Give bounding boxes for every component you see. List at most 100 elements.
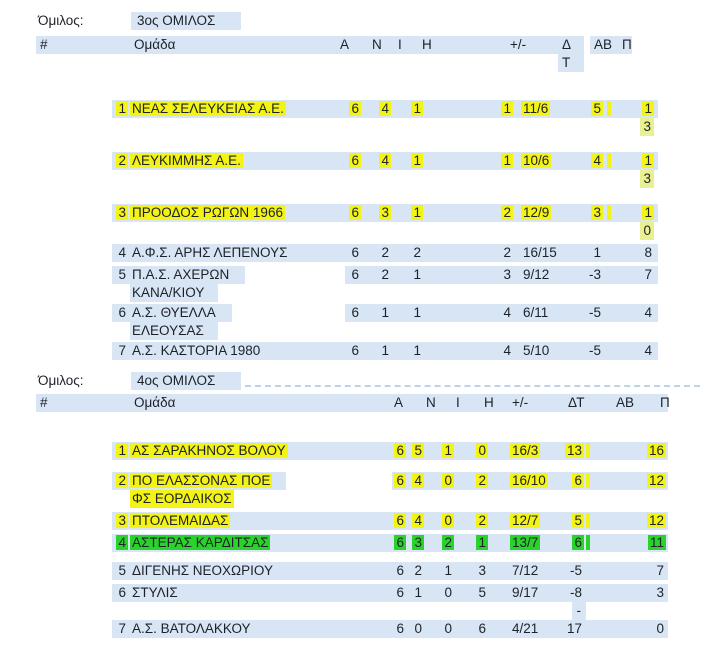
- losses-value: 5: [478, 585, 486, 600]
- goal-diff-value: 17: [566, 621, 582, 636]
- played-value: 6: [351, 245, 359, 260]
- losses-value: 1: [501, 101, 513, 116]
- cell-team: ΣΤΥΛΙΣ: [130, 584, 392, 602]
- losses-value: 2: [476, 513, 488, 528]
- draws-value: 1: [444, 563, 452, 578]
- cell-played: 6: [345, 152, 365, 170]
- cell-rank: 1: [112, 442, 130, 460]
- cell-team: Α.Σ. ΘΥΕΛΛΑ ΕΛΕΟΥΣΑΣ: [130, 304, 345, 340]
- column-header-played: Α: [336, 36, 368, 54]
- team-name: ΣΤΥΛΙΣ: [132, 585, 178, 600]
- wins-value: 4: [412, 473, 424, 488]
- cell-played: 6: [392, 620, 410, 638]
- cell-wins: 4: [365, 100, 395, 118]
- ab-value: [586, 473, 590, 488]
- goals-value: 16/10: [510, 473, 548, 488]
- column-header-team: Ομάδα: [130, 394, 390, 412]
- cell-goal-diff: -5: [548, 562, 586, 580]
- cell-rank: 3: [112, 204, 130, 222]
- cell-wins: 4: [365, 152, 395, 170]
- cell-goal-diff: 6: [548, 472, 586, 490]
- team-name-line: ΣΤΥΛΙΣ: [130, 584, 392, 602]
- wins-value: 0: [414, 621, 422, 636]
- cell-points: 16: [612, 442, 668, 460]
- draws-value: 1: [413, 267, 421, 282]
- rank-value: 3: [116, 513, 128, 528]
- cell-draws: 1: [428, 562, 458, 580]
- group-name-value: 4ος ΟΜΙΛΟΣ: [131, 372, 241, 390]
- column-header-points: Π: [656, 394, 670, 412]
- wins-value: 1: [414, 585, 422, 600]
- cell-goals: 4/21: [490, 620, 548, 638]
- cell-goals: 13/7: [490, 534, 548, 552]
- rank-value: 1: [116, 443, 128, 458]
- wins-value: 4: [379, 101, 391, 116]
- cell-losses: 1: [427, 152, 517, 170]
- table-row: 6 Α.Σ. ΘΥΕΛΛΑ ΕΛΕΟΥΣΑΣ 6 1 1 4 6/11 -5 4: [112, 304, 658, 340]
- wins-value: 1: [381, 305, 389, 320]
- rank-value: 2: [116, 473, 128, 488]
- cell-points: 8: [631, 244, 658, 262]
- goal-diff-value: 5: [591, 101, 603, 116]
- losses-value: 3: [478, 563, 486, 578]
- points-value: 4: [644, 305, 652, 320]
- losses-value: 3: [503, 267, 511, 282]
- goal-diff-value: 13: [564, 443, 584, 458]
- cell-draws: 0: [428, 584, 458, 602]
- cell-ab: [607, 266, 631, 284]
- cell-played: 6: [345, 204, 365, 222]
- team-name-line: ΕΛΕΟΥΣΑΣ: [130, 322, 345, 340]
- cell-points: 12: [612, 512, 668, 530]
- goal-diff-value: 6: [572, 535, 584, 550]
- cell-goal-diff: 3: [567, 204, 607, 222]
- wins-value: 3: [412, 535, 424, 550]
- team-name-line: Α.Σ. ΚΑΣΤΟΡΙΑ 1980: [130, 342, 345, 360]
- table-row: 2 ΠΟ ΕΛΑΣΣΟΝΑΣ ΠΟΕ ΦΣ ΕΟΡΔΑΙΚΟΣ 6 4 0 2 16/10 6 1…: [112, 472, 668, 508]
- goals-value: 6/11: [523, 305, 549, 320]
- cell-wins: 5: [410, 442, 428, 460]
- losses-value: 1: [501, 153, 513, 168]
- cell-rank: 4: [112, 244, 130, 262]
- table-row: 5 Π.Α.Σ. ΑΧΕΡΩΝ ΚΑΝΑ/ΚΙΟΥ 6 2 1 3 9/12 -3 7: [112, 266, 658, 302]
- wins-value: 2: [381, 267, 389, 282]
- cell-wins: 1: [410, 584, 428, 602]
- cell-team: ΔΙΓΕΝΗΣ ΝΕΟΧΩΡΙΟΥ: [130, 562, 392, 580]
- ab-value: [586, 563, 590, 578]
- column-header-goals: +/-: [506, 36, 558, 54]
- cell-goal-diff: -5: [567, 342, 607, 360]
- team-name: Α.Σ. ΘΥΕΛΛΑ: [132, 305, 216, 320]
- ab-value: [607, 153, 611, 168]
- table-row: 4 Α.Φ.Σ. ΑΡΗΣ ΛΕΠΕΝΟΥΣ 6 2 2 2 16/15 1 8: [112, 244, 658, 262]
- team-name-line: ΑΣΤΕΡΑΣ ΚΑΡΔΙΤΣΑΣ: [130, 534, 392, 552]
- played-value: 6: [394, 535, 406, 550]
- column-header-played: Α: [390, 394, 422, 412]
- dashed-divider: [245, 385, 700, 387]
- cell-wins: 0: [410, 620, 428, 638]
- cell-wins: 2: [365, 244, 395, 262]
- draws-value: 1: [411, 101, 423, 116]
- points-value: 1: [642, 101, 654, 116]
- points-value: 7: [656, 563, 664, 578]
- standings-header-row: # Ομάδα Α Ν Ι Η +/- Δ Τ ΑΒ Π: [36, 36, 632, 72]
- team-name: ΝΕΑΣ ΣΕΛΕΥΚΕΙΑΣ Α.Ε.: [130, 101, 286, 116]
- ab-value: [607, 205, 611, 220]
- cell-goals: 12/7: [490, 512, 548, 530]
- cell-played: 6: [345, 266, 365, 284]
- team-name-line: Α.Σ. ΒΑΤΟΛΑΚΚΟΥ: [130, 620, 392, 638]
- played-value: 6: [394, 513, 406, 528]
- column-header-points: Π: [618, 36, 632, 54]
- wins-value: 4: [379, 153, 391, 168]
- table-row: 1 ΑΣ ΣΑΡΑΚΗΝΟΣ ΒΟΛΟΥ 6 5 1 0 16/3 13 16: [112, 442, 668, 460]
- cell-team: ΠΡΟΟΔΟΣ ΡΩΓΩΝ 1966: [130, 204, 345, 222]
- wins-value: 3: [379, 205, 391, 220]
- table-row: 7 Α.Σ. ΚΑΣΤΟΡΙΑ 1980 6 1 1 4 5/10 -5 4: [112, 342, 658, 360]
- played-value: 6: [351, 267, 359, 282]
- ab-value: [607, 245, 611, 260]
- goals-value: 16/15: [523, 245, 557, 260]
- table-row: 3 ΠΤΟΛΕΜΑΙΔΑΣ 6 4 0 2 12/7 5 12: [112, 512, 668, 530]
- goals-value: 12/9: [521, 205, 552, 220]
- team-name-line: ΠΟ ΕΛΑΣΣΟΝΑΣ ΠΟΕ: [130, 472, 287, 490]
- cell-team: ΠΤΟΛΕΜΑΙΔΑΣ: [130, 512, 392, 530]
- cell-goals: 10/6: [517, 152, 567, 170]
